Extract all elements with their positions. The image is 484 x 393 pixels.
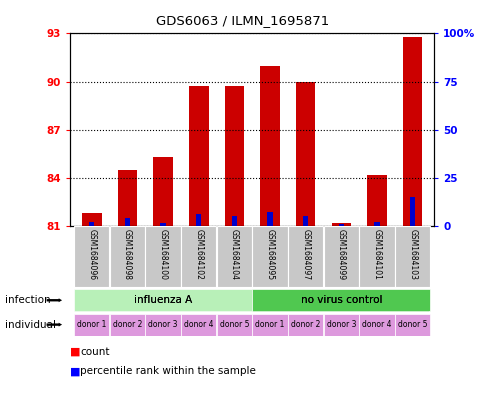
Bar xyxy=(409,197,415,226)
Bar xyxy=(181,314,216,336)
Bar xyxy=(302,216,308,226)
Text: influenza A: influenza A xyxy=(134,295,192,305)
Bar xyxy=(394,226,429,287)
Bar xyxy=(252,226,287,287)
Bar xyxy=(145,226,181,287)
Bar xyxy=(338,224,343,226)
Text: GSM1684101: GSM1684101 xyxy=(372,229,381,280)
Bar xyxy=(216,226,252,287)
Bar xyxy=(109,314,145,336)
Text: donor 4: donor 4 xyxy=(362,320,391,329)
Text: GSM1684099: GSM1684099 xyxy=(336,229,345,280)
Bar xyxy=(153,157,172,226)
Bar xyxy=(374,222,379,226)
Text: GSM1684098: GSM1684098 xyxy=(122,229,132,280)
Bar xyxy=(331,223,350,226)
Bar xyxy=(252,289,429,311)
Bar xyxy=(366,174,386,226)
Text: GSM1684100: GSM1684100 xyxy=(158,229,167,280)
Bar xyxy=(74,314,109,336)
Text: GSM1684103: GSM1684103 xyxy=(408,229,416,280)
Bar xyxy=(117,170,137,226)
Bar xyxy=(196,215,201,226)
Text: donor 5: donor 5 xyxy=(219,320,249,329)
Text: ■: ■ xyxy=(70,347,81,357)
Text: no virus control: no virus control xyxy=(300,295,381,305)
Text: individual: individual xyxy=(5,320,56,330)
Text: GSM1684097: GSM1684097 xyxy=(301,229,310,280)
Bar xyxy=(323,314,358,336)
Bar xyxy=(74,289,252,311)
Text: GDS6063 / ILMN_1695871: GDS6063 / ILMN_1695871 xyxy=(155,14,329,27)
Bar xyxy=(188,86,208,226)
Bar xyxy=(82,213,101,226)
Bar xyxy=(287,226,323,287)
Text: donor 5: donor 5 xyxy=(397,320,426,329)
Bar xyxy=(231,216,237,226)
Bar xyxy=(260,66,279,226)
Text: infection: infection xyxy=(5,295,50,305)
Bar xyxy=(402,37,422,226)
Bar xyxy=(323,226,358,287)
Bar xyxy=(74,226,109,287)
Text: GSM1684104: GSM1684104 xyxy=(229,229,239,280)
Bar xyxy=(295,81,315,226)
Text: influenza A: influenza A xyxy=(134,295,192,305)
Bar xyxy=(359,226,394,287)
Text: donor 1: donor 1 xyxy=(255,320,284,329)
Bar xyxy=(394,314,429,336)
Bar xyxy=(224,86,243,226)
Text: GSM1684102: GSM1684102 xyxy=(194,229,203,280)
Bar xyxy=(252,314,287,336)
Text: donor 2: donor 2 xyxy=(290,320,320,329)
Bar xyxy=(109,226,145,287)
Bar xyxy=(145,314,181,336)
Text: donor 1: donor 1 xyxy=(77,320,106,329)
Text: percentile rank within the sample: percentile rank within the sample xyxy=(80,366,256,376)
Bar xyxy=(252,289,428,312)
Text: donor 4: donor 4 xyxy=(183,320,213,329)
Bar xyxy=(267,213,272,226)
Text: donor 2: donor 2 xyxy=(112,320,142,329)
Bar xyxy=(287,314,323,336)
Text: count: count xyxy=(80,347,109,357)
Bar xyxy=(216,314,252,336)
Text: GSM1684096: GSM1684096 xyxy=(87,229,96,280)
Text: GSM1684095: GSM1684095 xyxy=(265,229,274,280)
Bar xyxy=(74,289,268,312)
Text: ■: ■ xyxy=(70,366,81,376)
Bar xyxy=(181,226,216,287)
Text: donor 3: donor 3 xyxy=(148,320,178,329)
Bar xyxy=(89,222,94,226)
Text: donor 3: donor 3 xyxy=(326,320,355,329)
Bar xyxy=(160,223,166,226)
Bar xyxy=(124,218,130,226)
Text: no virus control: no virus control xyxy=(300,295,381,305)
Bar xyxy=(359,314,394,336)
